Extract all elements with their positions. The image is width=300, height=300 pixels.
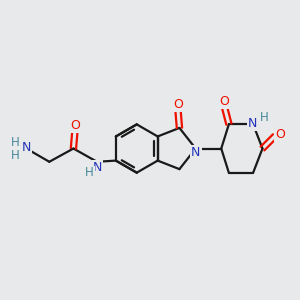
Text: O: O xyxy=(220,95,230,108)
Text: O: O xyxy=(173,98,183,111)
Text: H: H xyxy=(11,136,20,148)
Text: H: H xyxy=(260,111,268,124)
Text: O: O xyxy=(70,119,80,132)
Text: N: N xyxy=(21,141,31,154)
Text: N: N xyxy=(93,160,102,174)
Text: H: H xyxy=(85,167,94,179)
Text: H: H xyxy=(11,148,20,161)
Text: N: N xyxy=(248,117,257,130)
Text: O: O xyxy=(275,128,285,141)
Text: N: N xyxy=(191,146,201,159)
